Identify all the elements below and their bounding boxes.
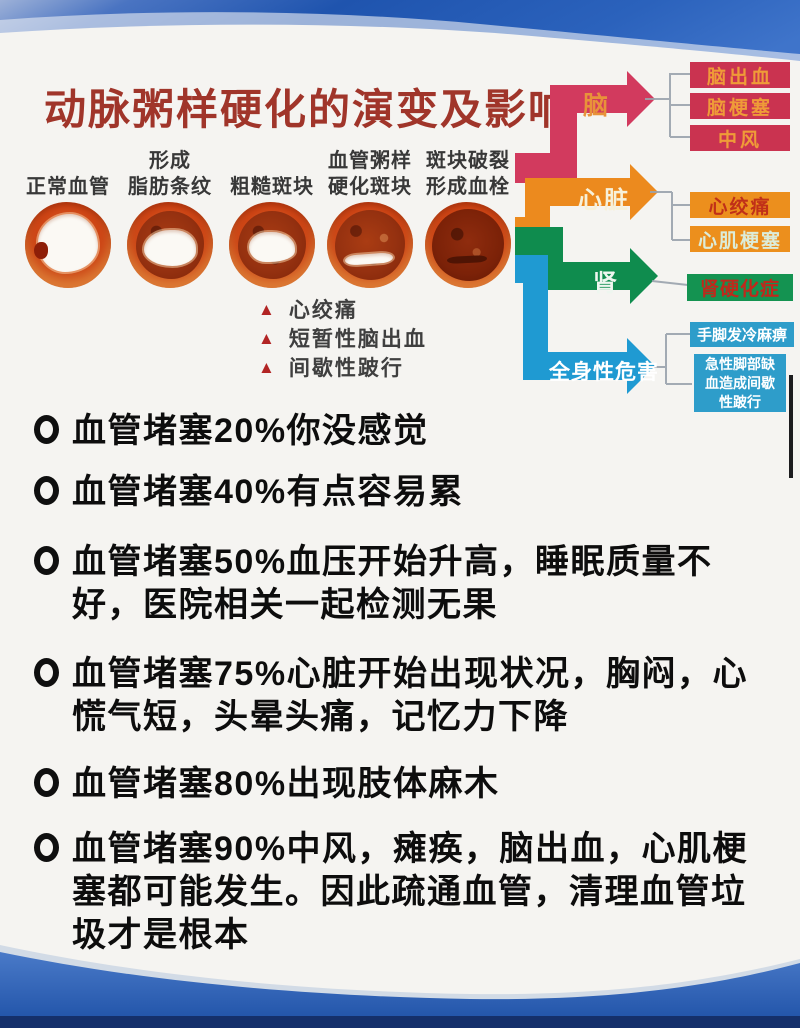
connector-brackets	[645, 73, 692, 385]
outcome-box-angina: 心绞痛	[690, 192, 790, 218]
artery-stage-5-icon	[425, 202, 511, 288]
poster-edge-artifact	[789, 375, 793, 478]
warning-triangle-icon: ▲	[258, 328, 275, 348]
organ-label-heart: 心脏	[578, 187, 630, 214]
list-item: 血管堵塞75%心脏开始出现状况，胸闷，心慌气短，头晕头痛，记忆力下降	[34, 653, 750, 739]
heart-arrow	[515, 164, 658, 245]
stage-label-rough-plaque: 粗糙斑块	[230, 176, 314, 198]
list-item: 血管堵塞90%中风，瘫痪，脑出血，心肌梗塞都可能发生。因此疏通血管，清理血管垃圾…	[34, 828, 750, 957]
artery-stage-4-icon	[327, 202, 413, 288]
organ-label-systemic: 全身性危害	[549, 361, 659, 384]
blockage-symptom-list: 血管堵塞20%你没感觉 血管堵塞40%有点容易累 血管堵塞50%血压开始升高，睡…	[34, 410, 750, 957]
stage-label-normal-vessel: 正常血管	[26, 176, 110, 198]
artery-stage-1-icon	[25, 202, 111, 288]
list-item: 血管堵塞40%有点容易累	[34, 471, 750, 514]
warning-item: ▲ 间歇性跛行	[258, 357, 404, 380]
artery-stage-3-icon	[229, 202, 315, 288]
brain-arrow	[515, 71, 655, 183]
circle-bullet-icon	[34, 768, 59, 797]
artery-stage-2-icon	[127, 202, 213, 288]
list-item: 血管堵塞20%你没感觉	[34, 410, 750, 453]
circle-bullet-icon	[34, 833, 59, 862]
stage-label-atheroma: 血管粥样 硬化斑块	[328, 150, 412, 198]
stage-label-thrombus: 斑块破裂 形成血栓	[426, 150, 510, 198]
atherosclerosis-diagram: 动脉粥样硬化的演变及影响 正常血管 形成 脂肪条纹 粗糙斑块 血管粥样 硬化斑块 斑…	[0, 0, 800, 478]
organ-flow-arrows	[515, 71, 692, 394]
circle-bullet-icon	[34, 658, 59, 687]
list-item-text: 血管堵塞75%心脏开始出现状况，胸闷，心慌气短，头晕头痛，记忆力下降	[72, 655, 749, 736]
outcome-box-brain-hemorrhage: 脑出血	[690, 62, 790, 88]
outcome-box-nephrosclerosis: 肾硬化症	[687, 274, 793, 301]
warning-list: ▲ 心绞痛 ▲ 短暂性脑出血 ▲ 间歇性跛行	[258, 298, 427, 380]
organ-label-kidney: 肾	[593, 270, 617, 297]
warning-triangle-icon: ▲	[258, 357, 275, 377]
outcome-box-myocardial-infarction: 心肌梗塞	[690, 226, 790, 252]
kidney-arrow	[515, 227, 658, 304]
outcome-box-cerebral-infarction: 脑梗塞	[690, 93, 790, 119]
list-item-text: 血管堵塞40%有点容易累	[72, 473, 465, 511]
list-item-text: 血管堵塞80%出现肢体麻木	[72, 765, 500, 803]
organ-label-brain: 脑	[583, 92, 609, 120]
circle-bullet-icon	[34, 476, 59, 505]
outcome-box-cold-numb-limbs: 手脚发冷麻痹	[690, 322, 794, 347]
warning-triangle-icon: ▲	[258, 299, 275, 319]
outcome-box-claudication: 急性脚部缺血造成间歇性跛行	[694, 354, 786, 412]
bottom-wave-decoration	[0, 935, 800, 1028]
list-item-text: 血管堵塞20%你没感觉	[72, 412, 429, 450]
list-item-text: 血管堵塞90%中风，瘫痪，脑出血，心肌梗塞都可能发生。因此疏通血管，清理血管垃圾…	[72, 830, 749, 954]
circle-bullet-icon	[34, 546, 59, 575]
list-item-text: 血管堵塞50%血压开始升高，睡眠质量不好，医院相关一起检测无果	[72, 543, 713, 624]
warning-item: ▲ 心绞痛	[258, 299, 358, 322]
outcome-box-stroke: 中风	[690, 125, 790, 151]
warning-item: ▲ 短暂性脑出血	[258, 328, 427, 351]
list-item: 血管堵塞50%血压开始升高，睡眠质量不好，医院相关一起检测无果	[34, 541, 750, 627]
stage-label-fatty-streak: 形成 脂肪条纹	[128, 150, 212, 198]
circle-bullet-icon	[34, 415, 59, 444]
systemic-arrow	[515, 255, 655, 394]
poster-title: 动脉粥样硬化的演变及影响	[44, 86, 573, 133]
list-item: 血管堵塞80%出现肢体麻木	[34, 763, 750, 806]
